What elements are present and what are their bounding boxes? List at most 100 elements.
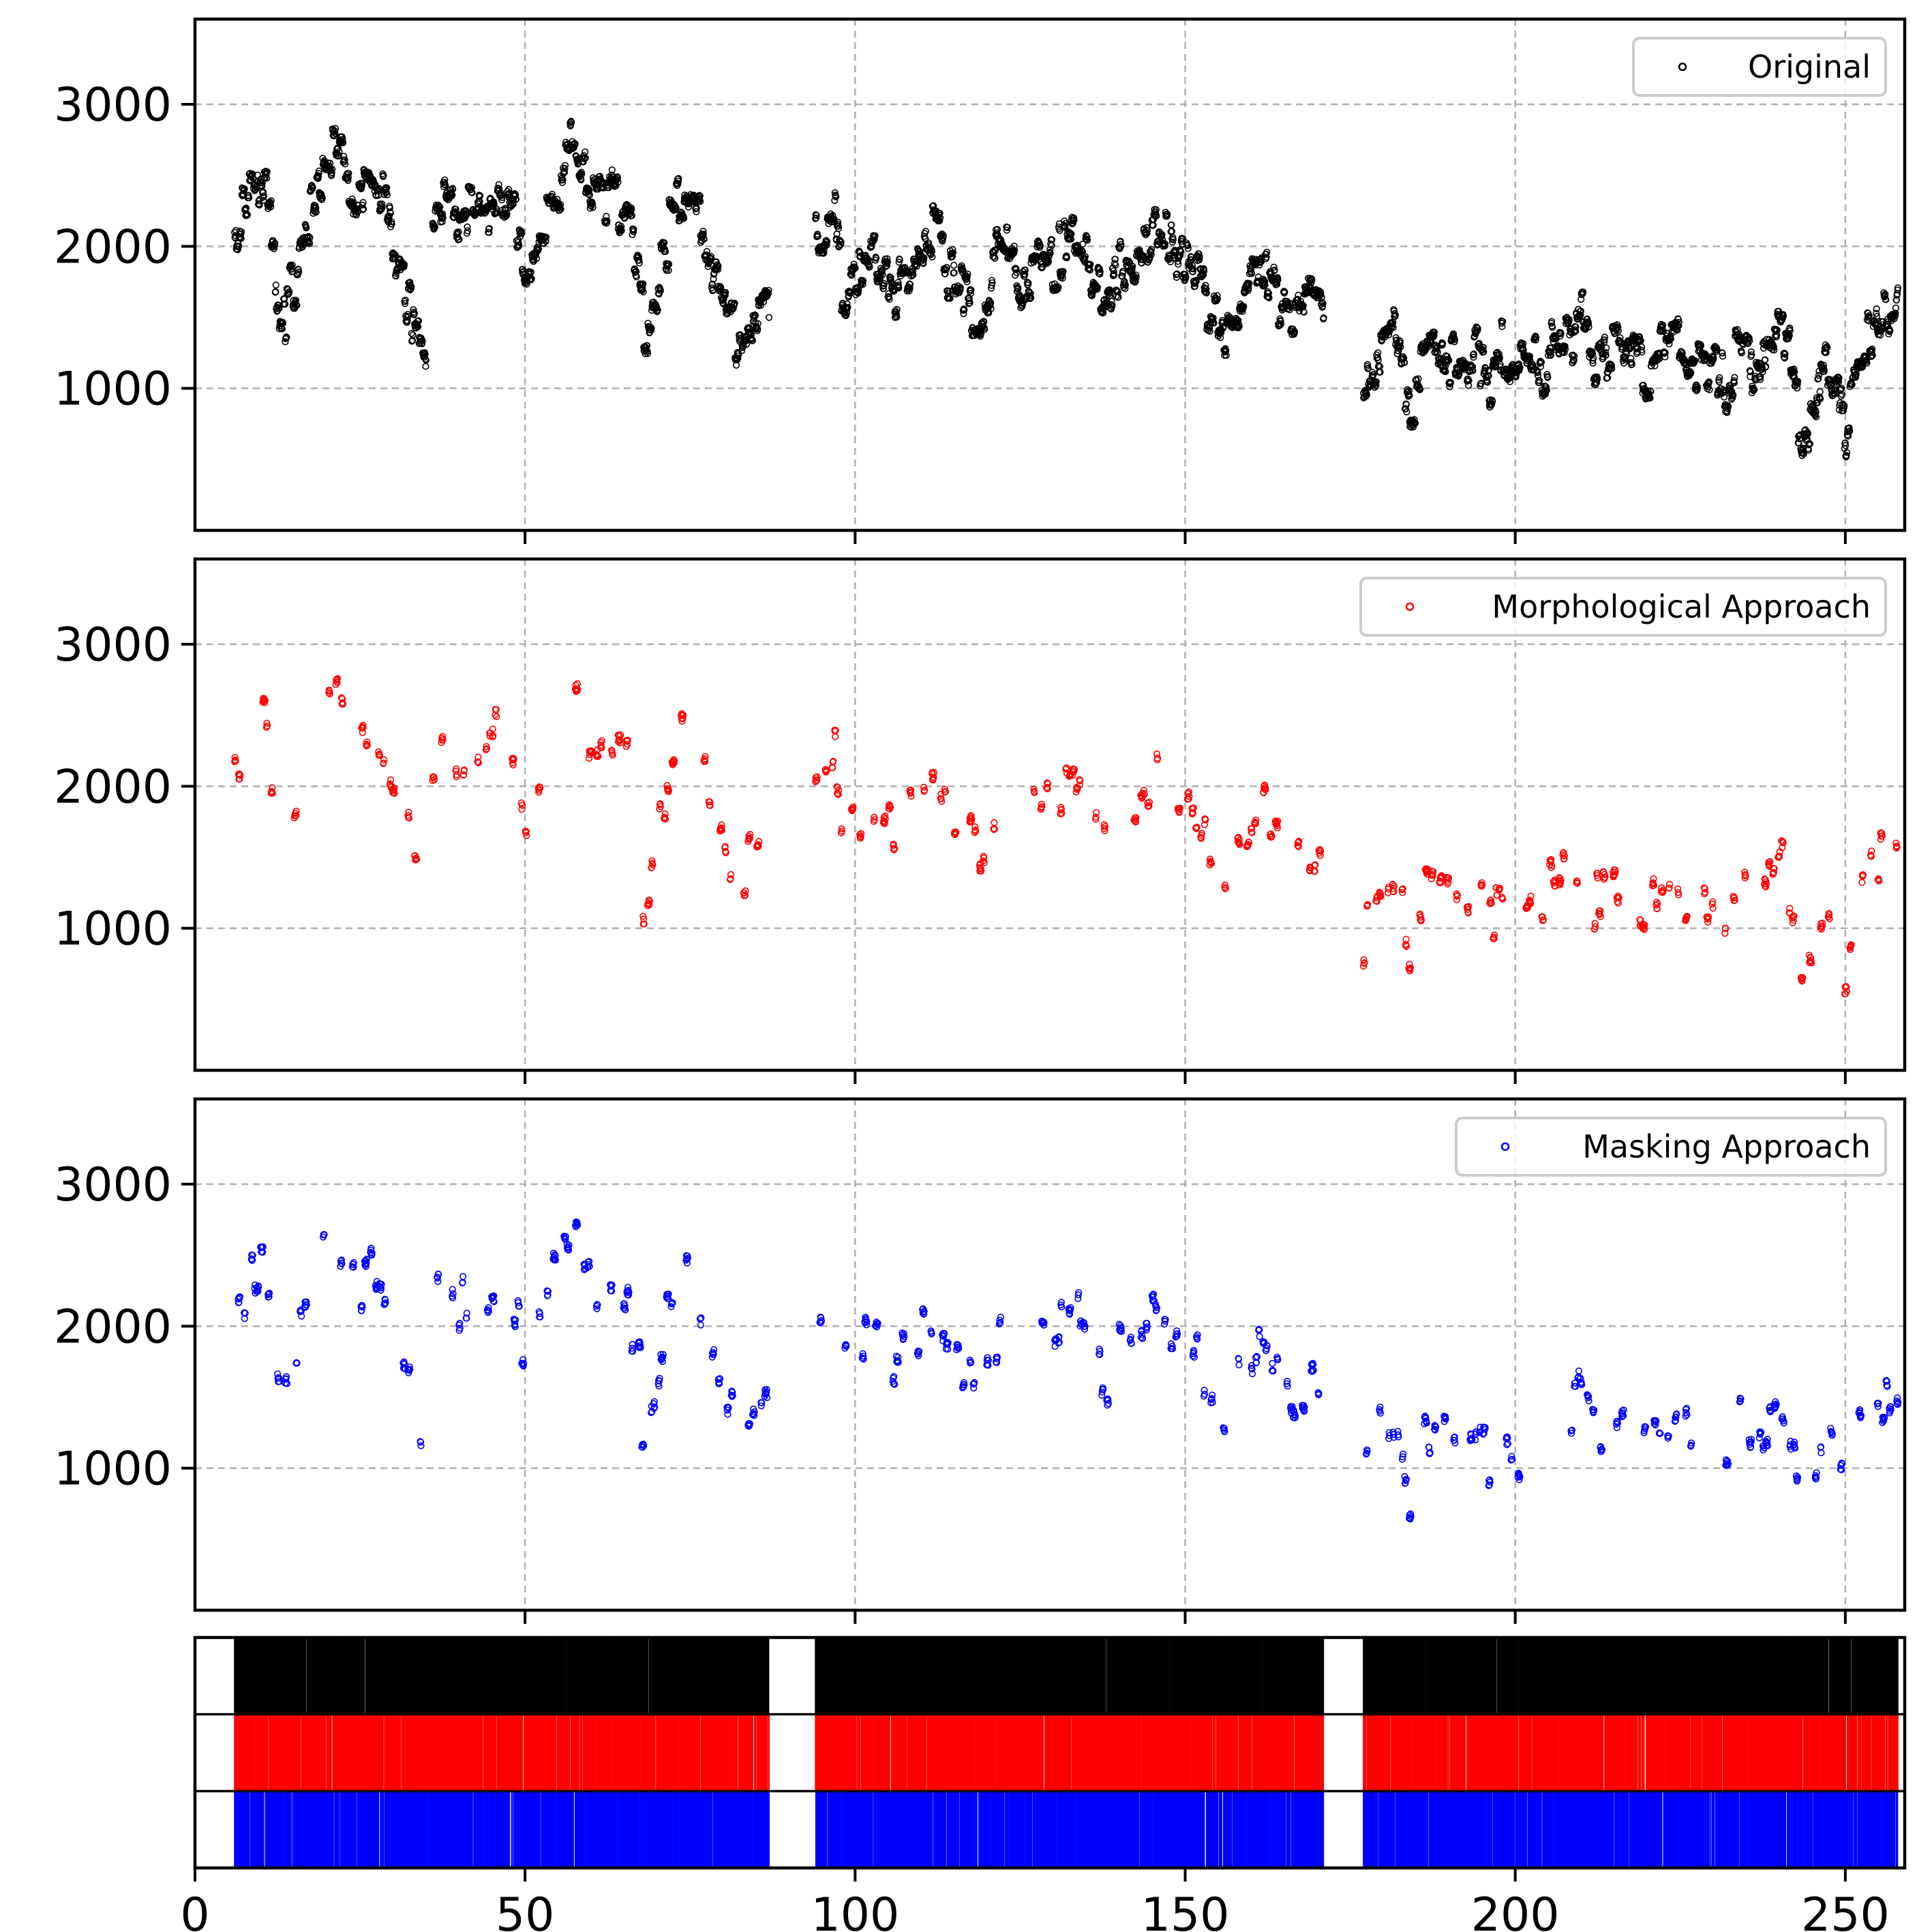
data-point bbox=[286, 288, 293, 295]
data-point bbox=[337, 137, 345, 145]
data-point bbox=[243, 211, 252, 218]
data-point bbox=[383, 184, 391, 192]
data-point bbox=[269, 784, 276, 791]
data-point bbox=[318, 194, 326, 202]
data-point bbox=[267, 200, 274, 208]
data-point bbox=[315, 167, 323, 175]
data-point bbox=[335, 148, 343, 155]
data-point bbox=[241, 185, 248, 193]
data-point bbox=[342, 160, 349, 168]
data-point bbox=[348, 195, 356, 203]
data-point bbox=[328, 169, 335, 177]
data-point bbox=[339, 138, 346, 146]
data-point bbox=[410, 310, 419, 318]
data-point bbox=[354, 202, 362, 209]
data-point bbox=[339, 136, 346, 143]
data-point bbox=[582, 148, 589, 155]
data-point bbox=[306, 234, 314, 241]
data-point bbox=[380, 172, 387, 179]
data-point bbox=[404, 313, 412, 320]
data-point bbox=[292, 297, 300, 304]
data-point bbox=[235, 242, 243, 250]
data-point bbox=[293, 301, 301, 310]
data-point bbox=[414, 317, 423, 324]
data-point bbox=[271, 239, 279, 247]
data-point bbox=[260, 192, 268, 200]
data-point bbox=[418, 340, 426, 348]
data-point bbox=[385, 212, 393, 220]
data-point bbox=[344, 177, 352, 184]
data-point bbox=[345, 170, 352, 177]
data-point bbox=[260, 196, 267, 204]
data-point bbox=[267, 197, 275, 205]
data-point bbox=[378, 200, 386, 208]
data-point bbox=[312, 209, 320, 216]
data-point bbox=[402, 297, 409, 304]
legend-label: Original bbox=[1748, 48, 1871, 85]
data-point bbox=[245, 194, 253, 202]
data-point bbox=[417, 338, 424, 346]
data-point bbox=[383, 191, 391, 198]
data-point bbox=[339, 139, 347, 147]
data-point bbox=[409, 331, 417, 339]
data-point bbox=[272, 288, 280, 296]
data-point bbox=[295, 269, 303, 276]
data-point bbox=[386, 204, 393, 212]
data-point bbox=[331, 127, 339, 135]
data-point bbox=[422, 363, 429, 370]
data-point bbox=[260, 188, 267, 196]
data-point bbox=[406, 281, 414, 289]
data-point bbox=[282, 338, 289, 346]
panel-original: 1000 2000 3000 Original bbox=[54, 17, 1907, 544]
data-point bbox=[408, 330, 415, 337]
data-point bbox=[327, 160, 334, 167]
data-point bbox=[400, 260, 408, 268]
data-point bbox=[312, 204, 320, 212]
data-point bbox=[332, 125, 339, 132]
data-point bbox=[388, 218, 395, 226]
data-point bbox=[391, 250, 398, 258]
data-point bbox=[493, 713, 500, 721]
legend: Original bbox=[1632, 37, 1887, 97]
data-point bbox=[359, 198, 367, 207]
data-point bbox=[358, 180, 366, 188]
y-tick-label: 3000 bbox=[54, 78, 172, 132]
data-point bbox=[303, 224, 310, 232]
data-point bbox=[249, 170, 256, 178]
data-point bbox=[401, 300, 409, 307]
data-point bbox=[309, 183, 316, 191]
data-point bbox=[315, 170, 322, 177]
data-point bbox=[431, 224, 439, 231]
data-point bbox=[259, 194, 267, 201]
data-point bbox=[263, 168, 271, 176]
y-tick-label: 1000 bbox=[54, 363, 172, 417]
data-point bbox=[407, 282, 414, 290]
data-point bbox=[254, 171, 262, 179]
data-point bbox=[331, 130, 339, 138]
data-point bbox=[275, 305, 283, 312]
data-point bbox=[950, 262, 958, 269]
data-point bbox=[410, 306, 417, 314]
data-point bbox=[279, 320, 287, 327]
data-point bbox=[272, 282, 280, 289]
data-point bbox=[359, 206, 367, 213]
data-point bbox=[422, 357, 430, 364]
y-tick-label: 2000 bbox=[54, 220, 172, 274]
data-point bbox=[765, 314, 773, 321]
data-point bbox=[403, 314, 410, 321]
data-point bbox=[359, 205, 367, 213]
data-point bbox=[284, 286, 292, 294]
data-point bbox=[263, 175, 271, 182]
data-point bbox=[344, 174, 352, 181]
data-point bbox=[388, 220, 395, 228]
data-point bbox=[406, 279, 414, 286]
series-original bbox=[231, 117, 1901, 461]
data-point bbox=[408, 283, 415, 290]
data-point bbox=[238, 228, 245, 236]
series-morphological-approach bbox=[231, 675, 1901, 998]
data-point bbox=[311, 205, 318, 213]
data-point bbox=[330, 128, 337, 136]
data-point bbox=[341, 156, 348, 164]
